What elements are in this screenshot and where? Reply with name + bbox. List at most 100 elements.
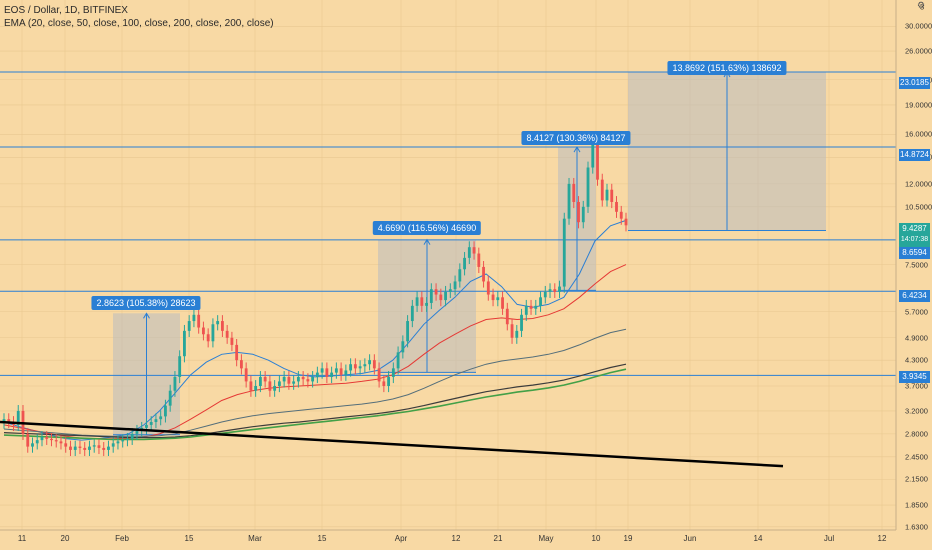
candle-body <box>406 321 410 342</box>
y-top-tick: 3 <box>920 2 925 12</box>
candle-body <box>164 405 167 417</box>
y-tick-label: 4.9000 <box>905 333 928 343</box>
candle-body <box>505 308 509 325</box>
candle-body <box>387 376 391 386</box>
candle-body <box>183 330 186 357</box>
candle-body <box>591 143 595 168</box>
candle-body <box>401 341 405 353</box>
ema-indicator-label[interactable]: EMA (20, close, 50, close, 100, close, 2… <box>4 18 274 29</box>
candle-body <box>206 334 210 342</box>
candle-body <box>572 183 576 202</box>
candle-body <box>619 211 623 219</box>
candle-body <box>135 430 139 434</box>
candle-body <box>69 446 72 450</box>
candle-body <box>529 305 533 309</box>
candle-body <box>600 179 604 201</box>
x-tick-label: 12 <box>877 534 887 543</box>
candle-body <box>31 443 34 447</box>
measure-label-2: 4.6690 (116.56%) 46690 <box>372 221 482 235</box>
candle-body <box>296 376 300 382</box>
price-tag-last: 9.4287 14:07:38 <box>899 223 930 247</box>
candle-body <box>477 253 481 267</box>
candle-body <box>273 385 277 391</box>
candle-body <box>596 143 599 180</box>
candle-body <box>254 385 258 391</box>
candle-body <box>448 289 452 292</box>
candle-body <box>111 443 115 447</box>
candle-body <box>534 305 538 309</box>
candle-body <box>472 247 476 254</box>
price-tag-level-8: 8.6594 <box>899 247 930 259</box>
candle-body <box>558 286 561 292</box>
chart-legend: EOS / Dollar, 1D, BITFINEX EMA (20, clos… <box>4 4 274 30</box>
candle-body <box>368 360 372 365</box>
x-tick-label: Apr <box>394 534 408 543</box>
candle-body <box>239 360 243 369</box>
y-tick-label: 2.8000 <box>905 429 928 439</box>
candle-body <box>330 372 334 377</box>
candle-body <box>605 189 609 201</box>
candle-body <box>453 281 457 290</box>
y-tick-label: 2.4500 <box>905 452 928 462</box>
candle-body <box>539 297 542 306</box>
candle-body <box>339 368 343 375</box>
candle-body <box>358 366 362 369</box>
candle-body <box>344 370 348 375</box>
last-price-value: 9.4287 <box>902 224 927 233</box>
candle-body <box>83 447 87 450</box>
x-tick-label: Jul <box>823 534 835 543</box>
candle-body <box>35 440 39 444</box>
y-tick-label: 5.7000 <box>905 307 928 317</box>
candle-body <box>301 376 305 380</box>
candle-body <box>54 440 58 442</box>
candle-body <box>145 424 148 428</box>
candle-body <box>159 416 163 420</box>
candle-body <box>624 218 628 226</box>
x-tick-label: Feb <box>115 534 129 543</box>
candle-body <box>235 344 239 361</box>
x-tick-label: 21 <box>493 534 503 543</box>
y-tick-label: 7.5000 <box>905 260 928 270</box>
candle-body <box>102 447 106 450</box>
candle-body <box>420 297 424 306</box>
candle-body <box>116 441 120 444</box>
measure-label-4: 13.8692 (151.63%) 138692 <box>667 61 787 75</box>
candle-body <box>220 321 224 331</box>
y-tick-label: 1.6300 <box>905 522 928 532</box>
measure-arrowhead <box>143 312 150 319</box>
candle-body <box>107 446 110 450</box>
settings-icon[interactable]: ⚙ <box>917 0 926 10</box>
x-tick-label: Jun <box>683 534 697 543</box>
candle-body <box>349 364 353 371</box>
measure-label-1: 2.8623 (105.38%) 28623 <box>91 296 201 310</box>
candles <box>2 137 628 457</box>
candle-body <box>410 305 414 322</box>
x-tick-label: 14 <box>753 534 763 543</box>
ema-100-line <box>3 328 627 437</box>
x-tick-label: 19 <box>623 534 633 543</box>
candle-body <box>306 379 310 382</box>
candle-body <box>425 302 428 306</box>
candle-body <box>610 189 614 202</box>
candle-body <box>50 438 53 441</box>
candle-body <box>482 266 485 282</box>
candle-body <box>562 218 566 287</box>
ema-200-line <box>3 363 627 439</box>
y-tick-label: 1.8500 <box>905 500 928 510</box>
candle-body <box>615 201 618 212</box>
price-tag-level-23: 23.0185 <box>899 77 930 89</box>
candle-body <box>97 445 101 448</box>
candle-body <box>168 390 172 406</box>
y-tick-label: 19.0000 <box>905 100 932 110</box>
candle-body <box>130 433 134 439</box>
candle-body <box>463 257 466 270</box>
candle-body <box>520 314 523 331</box>
candle-body <box>78 446 82 448</box>
candle-body <box>439 294 443 301</box>
candle-body <box>282 376 286 382</box>
ema-20-line <box>3 219 627 441</box>
candle-body <box>230 337 234 345</box>
candle-body <box>315 372 319 377</box>
symbol-title: EOS / Dollar, 1D, BITFINEX <box>4 5 128 16</box>
